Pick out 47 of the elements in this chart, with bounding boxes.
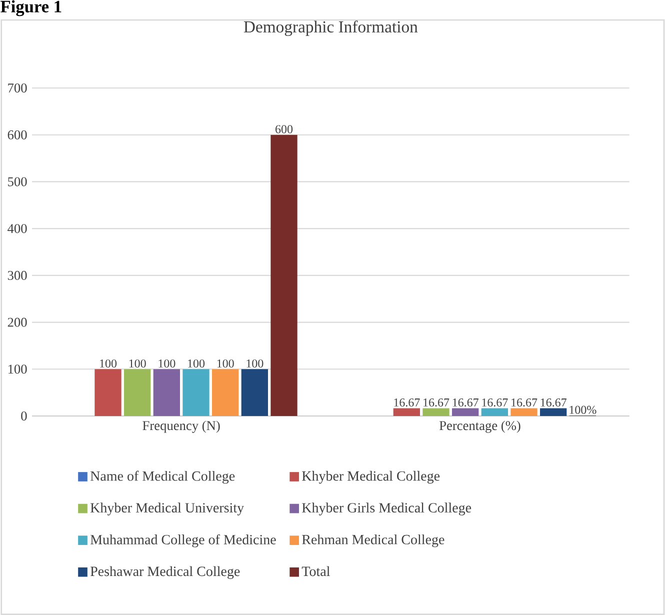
legend-label: Name of Medical College: [90, 470, 235, 484]
y-tick-label: 300: [8, 270, 27, 280]
y-tick-label: 400: [8, 224, 27, 234]
legend-label: Rehman Medical College: [302, 534, 444, 548]
chart-title: Demographic Information: [244, 20, 418, 36]
data-label: 100%: [570, 406, 596, 414]
legend-label: Khyber Girls Medical College: [302, 502, 472, 516]
data-label: 16.67: [394, 398, 420, 407]
bar: [540, 408, 567, 416]
data-label: 16.67: [482, 398, 508, 407]
data-label: 16.67: [424, 398, 450, 407]
bar: [124, 369, 151, 416]
legend-label: Muhammad College of Medicine: [90, 534, 276, 548]
x-tick-label: Frequency (N): [142, 420, 220, 433]
bar: [153, 369, 180, 416]
caption: Figure 1: [0, 0, 62, 16]
y-tick-label: 0: [21, 412, 27, 420]
data-label: 100: [188, 359, 205, 368]
bar: [393, 408, 420, 416]
bar: [182, 369, 210, 416]
legend-label: Peshawar Medical College: [90, 566, 240, 579]
y-tick-label: 700: [8, 84, 27, 92]
y-tick-label: 100: [8, 364, 27, 374]
y-tick-label: 600: [8, 130, 27, 140]
data-label: 16.67: [512, 398, 538, 407]
data-label: 100: [246, 359, 264, 368]
bar: [94, 369, 122, 416]
x-tick-label: Percentage (%): [439, 420, 520, 433]
data-label: 600: [276, 125, 293, 134]
data-label: 16.67: [540, 398, 566, 407]
bar: [241, 369, 268, 416]
data-label: 100: [100, 359, 117, 368]
legend-label: Khyber Medical College: [302, 470, 440, 484]
y-tick-label: 500: [8, 177, 27, 186]
bar: [510, 408, 538, 416]
data-label: 100: [217, 359, 234, 368]
legend-label: Khyber Medical University: [90, 502, 244, 516]
y-tick-label: 200: [8, 318, 27, 327]
bar: [212, 369, 239, 416]
data-label: 16.67: [452, 398, 478, 407]
bar: [452, 408, 479, 416]
bar: [270, 134, 298, 416]
data-label: 100: [158, 359, 176, 368]
bar: [481, 408, 508, 416]
legend-label: Total: [302, 566, 330, 576]
bar: [422, 408, 450, 416]
data-label: 100: [129, 359, 146, 368]
